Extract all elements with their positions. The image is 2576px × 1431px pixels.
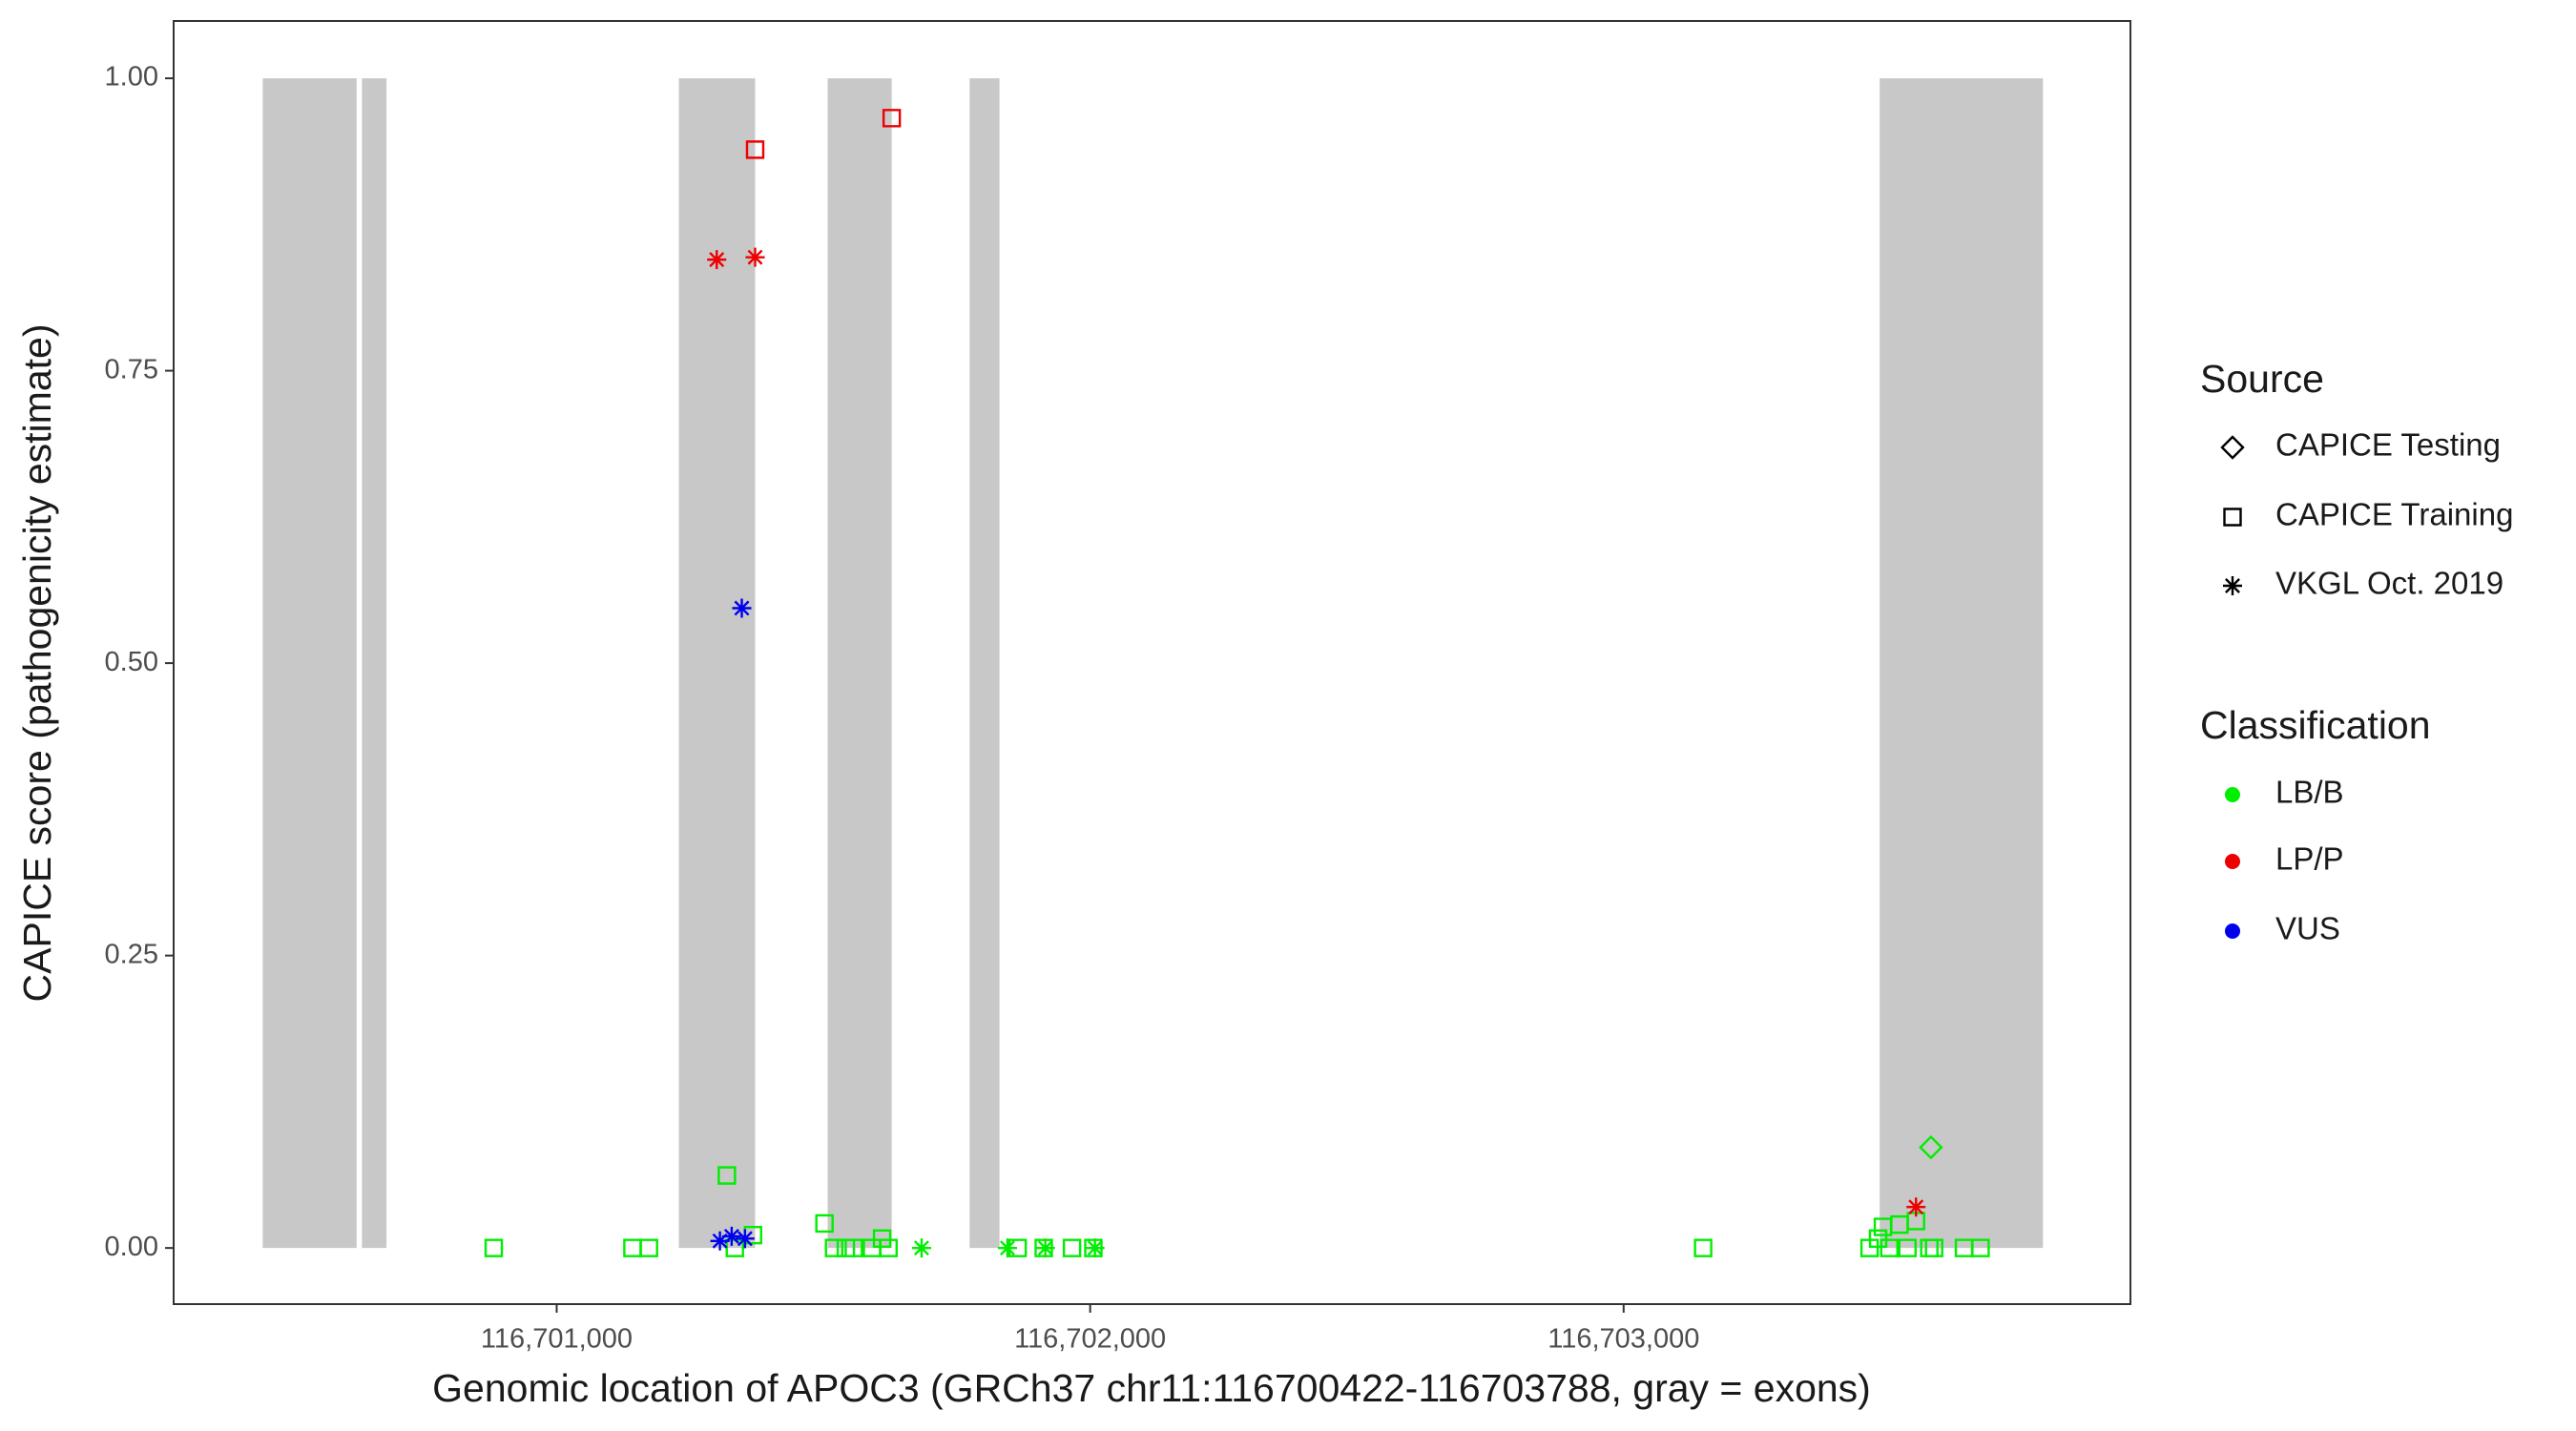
legend-title: Source [2200,357,2324,401]
point [815,1213,834,1234]
point [1890,1214,1909,1234]
legend-symbol [2225,787,2240,802]
legend-label: LP/P [2275,841,2344,877]
point [1919,1135,1943,1160]
point [710,1231,730,1251]
point [1971,1238,1990,1257]
point [721,1226,741,1246]
exon [678,78,756,1249]
point [1906,1197,1926,1217]
legend-title: Classification [2200,703,2431,747]
exon [362,78,387,1249]
point [844,1238,863,1257]
y-tick-label: 0.25 [105,939,158,969]
point [1859,1238,1880,1257]
point [1880,1238,1899,1257]
exon [969,78,1000,1249]
legend-label: LB/B [2275,775,2344,810]
point [997,1238,1017,1258]
legend-symbol [2225,923,2240,939]
point [1906,1212,1925,1231]
legend-label: VUS [2275,911,2340,946]
legend-symbol [2220,435,2245,460]
legend-label: VKGL Oct. 2019 [2275,566,2503,601]
point [717,1166,737,1185]
point [732,598,752,618]
point [745,140,765,159]
y-tick-label: 0.50 [105,647,158,677]
legend-symbol [2225,854,2240,869]
point [1924,1238,1943,1257]
x-tick-label: 116,703,000 [1548,1324,1699,1355]
point [725,1238,744,1257]
exon [1880,78,2044,1249]
y-axis-title: CAPICE score (pathogenicity estimate) [15,324,59,1003]
point [707,250,727,270]
point [623,1238,642,1257]
point [1868,1229,1888,1249]
y-tick-label: 0.00 [105,1232,158,1262]
point [1898,1238,1917,1257]
point [1873,1217,1893,1236]
panel-border [173,20,2131,1305]
y-tick-label: 1.00 [105,62,158,93]
y-tick-label: 0.75 [105,354,158,384]
exon [827,78,892,1249]
point [484,1238,504,1257]
x-axis-title: Genomic location of APOC3 (GRCh37 chr11:… [432,1366,1871,1410]
exon [262,78,357,1249]
x-tick-label: 116,701,000 [481,1324,633,1355]
point [745,247,765,267]
point [879,1238,898,1257]
legend-label: CAPICE Testing [2275,427,2501,463]
legend-label: CAPICE Training [2275,497,2513,532]
point [911,1238,931,1258]
point [1035,1238,1055,1258]
legend-symbol [2223,508,2242,527]
point [639,1238,658,1257]
point [1085,1238,1105,1258]
point [872,1229,892,1249]
legend-symbol [2223,576,2242,595]
point [1062,1238,1082,1257]
x-tick-label: 116,702,000 [1014,1324,1166,1355]
point [735,1229,755,1249]
point [882,109,902,128]
point [1693,1238,1713,1257]
